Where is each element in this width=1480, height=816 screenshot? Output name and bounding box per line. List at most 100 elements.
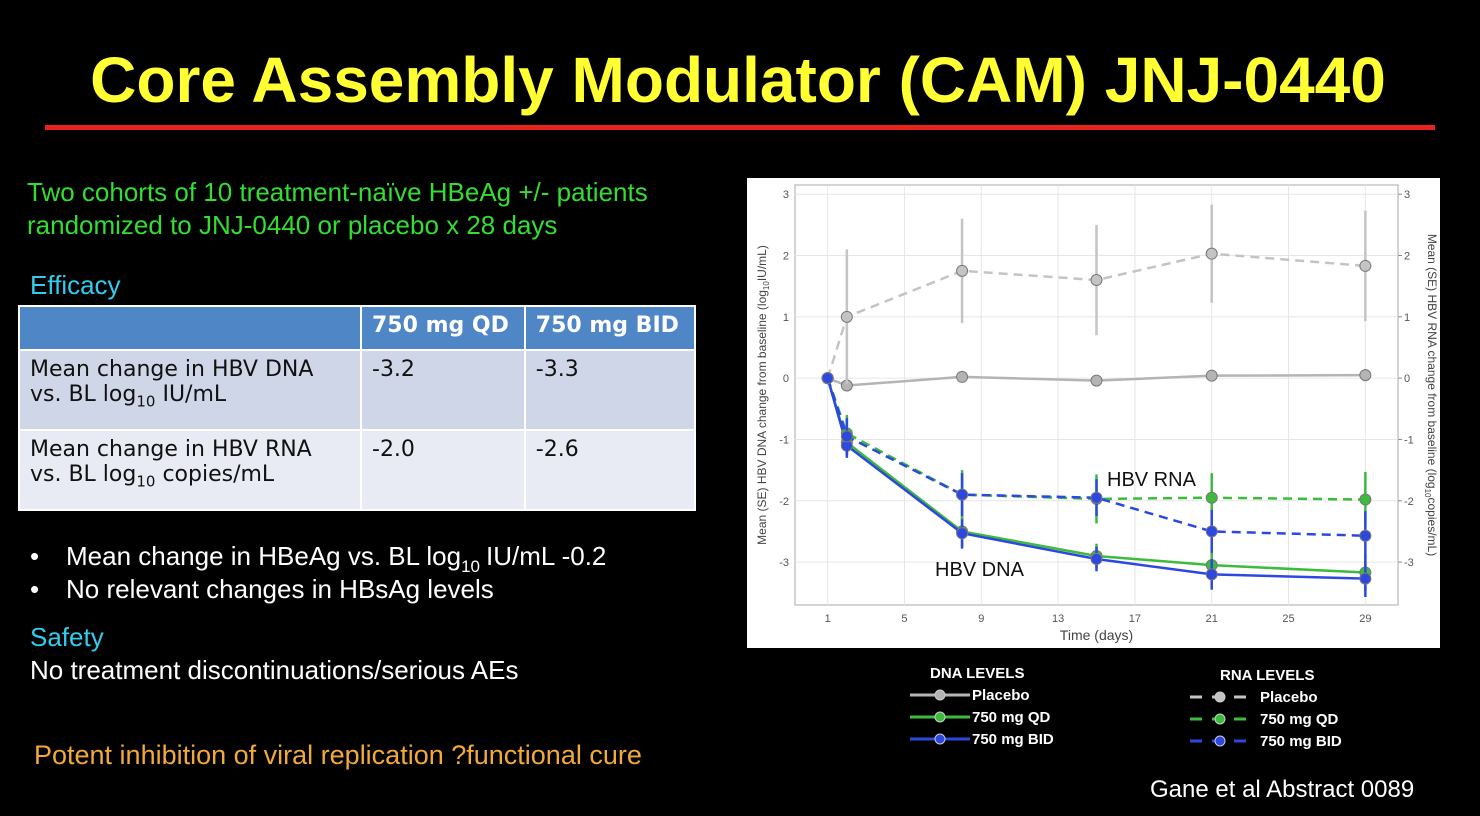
text: copies/mL: [162, 462, 275, 487]
x-tick-label: 29: [1359, 613, 1371, 625]
data-point: [1359, 369, 1372, 382]
text: Mean change in HBV DNA: [30, 357, 314, 382]
cell: -3.3: [523, 349, 697, 431]
subscript: 10: [136, 392, 156, 411]
safety-heading: Safety: [30, 622, 104, 652]
data-point: [956, 527, 969, 540]
text: IU/mL): [755, 245, 769, 281]
text: IU/mL: [162, 382, 227, 407]
annotation: HBV RNA: [1107, 469, 1197, 491]
legend-label: Placebo: [972, 687, 1030, 704]
x-tick-label: 25: [1282, 613, 1294, 625]
legend-label: 750 mg QD: [972, 709, 1051, 726]
x-tick-label: 1: [825, 613, 831, 625]
legend-marker: [934, 689, 946, 701]
header-cell: 750 mg BID: [523, 305, 697, 351]
text: IU/mL -0.2: [486, 541, 606, 571]
text: Mean change in HBeAg vs. BL log: [66, 541, 461, 571]
y2-tick-label: 0: [1404, 373, 1410, 385]
slide-title: Core Assembly Modulator (CAM) JNJ-0440: [90, 44, 1386, 116]
y-tick-label: 0: [783, 373, 789, 385]
data-point: [1205, 247, 1218, 260]
text: Mean (SE) HBV DNA change from baseline (…: [755, 290, 769, 545]
header-cell: [18, 305, 362, 351]
conclusion: Potent inhibition of viral replication ?…: [34, 740, 642, 770]
citation: Gane et al Abstract 0089: [1150, 776, 1414, 803]
text: Mean (SE) HBV RNA change from baseline (…: [1425, 234, 1439, 489]
intro-line: Two cohorts of 10 treatment-naïve HBeAg …: [27, 177, 648, 207]
data-point: [1090, 553, 1103, 566]
legend-marker: [934, 711, 946, 723]
data-point: [1205, 568, 1218, 581]
y2-tick-label: 1: [1404, 312, 1410, 324]
subscript: 10: [762, 281, 771, 290]
legend-marker: [1214, 713, 1226, 725]
subscript: 10: [136, 472, 156, 491]
legend-label: 750 mg QD: [1260, 711, 1339, 728]
legend-marker: [1214, 735, 1226, 747]
row-label: Mean change in HBV DNA vs. BL log10 IU/mL: [18, 349, 362, 431]
bullet: •: [30, 574, 39, 604]
data-point: [840, 310, 853, 323]
efficacy-heading: Efficacy: [30, 270, 121, 300]
data-point: [1205, 525, 1218, 538]
data-point: [1090, 274, 1103, 287]
legend-title: RNA LEVELS: [1220, 667, 1314, 684]
y-tick-label: 3: [783, 189, 789, 201]
y2-tick-label: 3: [1404, 189, 1410, 201]
data-point: [1090, 491, 1103, 504]
y2-tick-label: -2: [1404, 496, 1414, 508]
legend-title: DNA LEVELS: [930, 665, 1024, 682]
annotation: HBV DNA: [935, 559, 1025, 581]
x-tick-label: 13: [1052, 613, 1064, 625]
y-tick-label: -3: [779, 557, 789, 569]
row-label: Mean change in HBV RNA vs. BL log10 copie…: [18, 429, 362, 511]
x-tick-label: 17: [1129, 613, 1141, 625]
y2-tick-label: -3: [1404, 557, 1414, 569]
bullet: •: [30, 541, 39, 571]
series-line: [826, 377, 1366, 537]
text: copies/mL): [1425, 498, 1439, 557]
data-point: [1359, 529, 1372, 542]
text: Mean change in HBV RNA: [30, 437, 312, 462]
legend-label: Placebo: [1260, 689, 1318, 706]
table-row: Mean change in HBV DNA vs. BL log10 IU/mL…: [18, 349, 697, 431]
y2-tick-label: -1: [1404, 434, 1414, 446]
legend-marker: [934, 733, 946, 745]
data-point: [1205, 491, 1218, 504]
data-point: [821, 372, 834, 385]
legend-label: 750 mg BID: [972, 731, 1054, 748]
x-axis-label: Time (days): [1060, 627, 1133, 643]
intro-line: randomized to JNJ-0440 or placebo x 28 d…: [27, 210, 557, 240]
y-tick-label: 1: [783, 312, 789, 324]
text: vs. BL log: [30, 382, 137, 407]
data-point: [956, 370, 969, 383]
legend-marker: [1214, 691, 1226, 703]
cell: -2.6: [523, 429, 697, 511]
data-point: [1205, 369, 1218, 382]
series-line: [826, 252, 1366, 379]
y-axis-label: Mean (SE) HBV RNA change from baseline (…: [1423, 234, 1439, 556]
cell: -3.2: [360, 349, 526, 431]
bullet-text: No relevant changes in HBsAg levels: [66, 574, 494, 604]
bullet-text: Mean change in HBeAg vs. BL log10 IU/mL -…: [66, 541, 606, 576]
subscript: 10: [1423, 489, 1432, 498]
efficacy-table: 750 mg QD 750 mg BID Mean change in HBV D…: [18, 305, 697, 511]
y-tick-label: 2: [783, 251, 789, 263]
x-tick-label: 5: [901, 613, 907, 625]
y-tick-label: -1: [779, 434, 789, 446]
legend-label: 750 mg BID: [1260, 733, 1342, 750]
data-point: [1359, 572, 1372, 585]
data-point: [956, 488, 969, 501]
y-axis-label: Mean (SE) HBV DNA change from baseline (…: [755, 245, 771, 545]
safety-text: No treatment discontinuations/serious AE…: [30, 655, 518, 685]
y-tick-label: -2: [779, 496, 789, 508]
text: vs. BL log: [30, 462, 137, 487]
cell: -2.0: [360, 429, 526, 511]
subscript: 10: [461, 557, 480, 576]
y2-tick-label: 2: [1404, 251, 1410, 263]
data-point: [840, 430, 853, 443]
data-point: [1090, 374, 1103, 387]
